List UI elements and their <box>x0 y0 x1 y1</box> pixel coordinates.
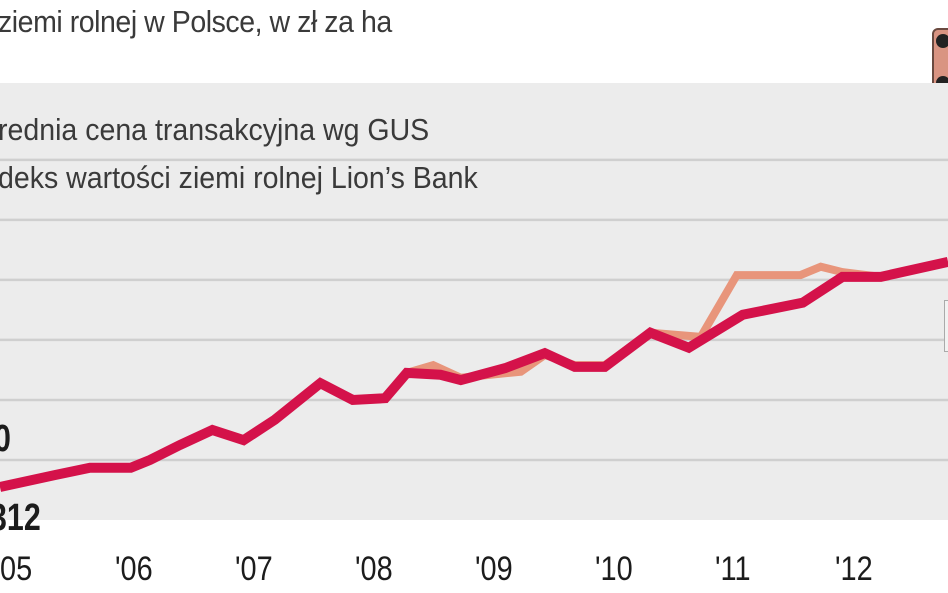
x-tick-label: '10 <box>595 550 633 588</box>
x-tick-label: 05 <box>0 550 33 588</box>
x-tick-label: '12 <box>835 550 873 588</box>
x-tick-label: '08 <box>355 550 393 588</box>
x-tick-label: '06 <box>115 550 153 588</box>
x-tick-label: '09 <box>475 550 513 588</box>
annotation-start-lions: 312 <box>0 497 41 539</box>
legend-entry-lions-bank: deks wartości ziemi rolnej Lion’s Bank <box>0 160 478 195</box>
series-line-1 <box>0 257 948 492</box>
legend-entry-gus: rednia cena transakcyjna wg GUS <box>0 112 430 147</box>
x-tick-label: '07 <box>235 550 273 588</box>
x-tick-label: '11 <box>715 550 751 588</box>
chart-title: ziemi rolnej w Polsce, w zł za ha <box>0 4 392 39</box>
annotation-start-gus: 0 <box>0 418 11 461</box>
side-box <box>944 300 948 352</box>
